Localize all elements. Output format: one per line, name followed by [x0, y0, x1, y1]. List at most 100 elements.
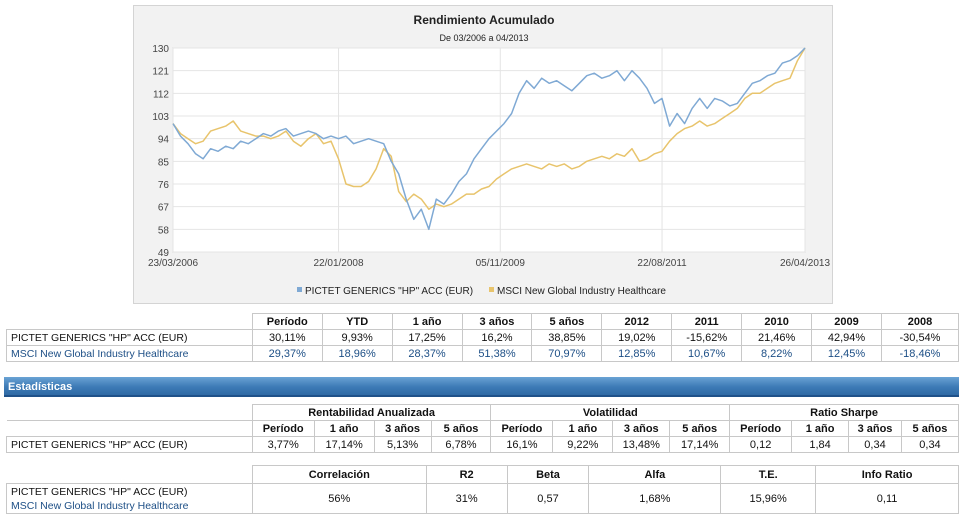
cell: 17,14% [313, 436, 375, 453]
col-2012: 2012 [601, 313, 673, 330]
header-blank [6, 313, 253, 330]
col-2011: 2011 [671, 313, 743, 330]
group-volatilidad: Volatilidad [490, 404, 731, 421]
cell: 0,34 [900, 436, 960, 453]
x-tick-label: 22/01/2008 [313, 258, 363, 269]
series-line-fund[interactable] [172, 47, 806, 231]
subheader: 1 año [313, 420, 375, 437]
cell: 38,85% [531, 329, 603, 346]
stats-group-row: Rentabilidad Anualizada Volatilidad Rati… [6, 404, 959, 421]
correlation-table: Correlación R2 Beta Alfa T.E. Info Ratio… [6, 465, 959, 514]
col-beta: Beta [506, 465, 590, 484]
col-r2: R2 [425, 465, 508, 484]
col-info-ratio: Info Ratio [815, 465, 959, 484]
row-name-fund: PICTET GENERICS "HP" ACC (EUR) [6, 329, 253, 346]
subheader: Período [729, 420, 793, 437]
cell: 28,37% [391, 345, 463, 362]
row-names: PICTET GENERICS "HP" ACC (EUR) MSCI New … [6, 483, 253, 514]
cell: 8,22% [741, 345, 813, 362]
stats-subheader-row: Período 1 año 3 años 5 años Período 1 añ… [6, 420, 960, 437]
cell: 30,11% [251, 329, 323, 346]
cell: 10,67% [671, 345, 743, 362]
col-te: T.E. [720, 465, 817, 484]
header-blank [6, 420, 253, 437]
cell: 9,22% [552, 436, 614, 453]
x-tick-label: 23/03/2006 [148, 258, 198, 269]
cell: 56% [251, 483, 427, 514]
y-tick-label: 58 [158, 225, 170, 236]
cell: 0,12 [729, 436, 793, 453]
stats-table: Rentabilidad Anualizada Volatilidad Rati… [6, 404, 960, 453]
x-tick-label: 05/11/2009 [476, 258, 526, 269]
y-tick-label: 112 [153, 89, 169, 100]
table-row: MSCI New Global Industry Healthcare 29,3… [6, 345, 960, 362]
x-tick-label: 22/08/2011 [637, 258, 687, 269]
cell: 3,77% [251, 436, 315, 453]
subheader: 1 año [552, 420, 614, 437]
cell: 9,93% [321, 329, 393, 346]
cell: 12,85% [601, 345, 673, 362]
y-tick-label: 67 [158, 203, 170, 214]
subheader: Período [490, 420, 554, 437]
cell: 13,48% [612, 436, 671, 453]
cell: 16,2% [461, 329, 533, 346]
header-blank [6, 465, 253, 484]
legend-swatch-index [489, 287, 494, 292]
subheader: Período [251, 420, 315, 437]
row-name-fund: PICTET GENERICS "HP" ACC (EUR) [6, 436, 253, 453]
chart-subtitle: De 03/2006 a 04/2013 [439, 33, 528, 43]
subheader: 3 años [848, 420, 902, 437]
cell: 12,45% [811, 345, 882, 362]
cell: 0,34 [848, 436, 902, 453]
legend-label-fund[interactable]: PICTET GENERICS "HP" ACC (EUR) [305, 286, 473, 297]
returns-header-row: Período YTD 1 año 3 años 5 años 2012 201… [6, 313, 960, 330]
subheader: 5 años [900, 420, 960, 437]
subheader: 5 años [430, 420, 492, 437]
cell: 70,97% [531, 345, 603, 362]
header-blank [6, 404, 253, 421]
col-2010: 2010 [741, 313, 813, 330]
cell: 16,1% [490, 436, 554, 453]
cell: 0,57 [506, 483, 590, 514]
group-rentabilidad: Rentabilidad Anualizada [251, 404, 492, 421]
legend-swatch-fund [297, 287, 302, 292]
group-sharpe: Ratio Sharpe [729, 404, 959, 421]
y-tick-label: 76 [158, 180, 170, 191]
subheader: 3 años [612, 420, 671, 437]
y-tick-label: 85 [158, 157, 170, 168]
cell: 1,68% [588, 483, 722, 514]
legend-label-index[interactable]: MSCI New Global Industry Healthcare [497, 286, 666, 297]
col-periodo: Período [251, 313, 323, 330]
cell: -18,46% [880, 345, 960, 362]
col-2009: 2009 [811, 313, 882, 330]
cell: 15,96% [720, 483, 817, 514]
cell: 51,38% [461, 345, 533, 362]
row-name-fund: PICTET GENERICS "HP" ACC (EUR) [11, 485, 188, 498]
row-name-index: MSCI New Global Industry Healthcare [11, 499, 189, 512]
col-ytd: YTD [321, 313, 393, 330]
subheader: 1 año [791, 420, 850, 437]
subheader: 5 años [669, 420, 731, 437]
cell: 1,84 [791, 436, 850, 453]
col-3y: 3 años [461, 313, 533, 330]
x-tick-label: 26/04/2013 [780, 258, 830, 269]
legend[interactable]: PICTET GENERICS "HP" ACC (EUR) MSCI New … [297, 286, 666, 297]
cell: 0,11 [815, 483, 959, 514]
cell: 29,37% [251, 345, 323, 362]
cell: 42,94% [811, 329, 882, 346]
correlation-header-row: Correlación R2 Beta Alfa T.E. Info Ratio [6, 465, 959, 484]
cell: 17,14% [669, 436, 731, 453]
subheader: 3 años [373, 420, 432, 437]
cell: 17,25% [391, 329, 463, 346]
series-line-index[interactable] [172, 47, 806, 210]
table-row: PICTET GENERICS "HP" ACC (EUR) 3,77% 17,… [6, 436, 960, 453]
y-tick-label: 121 [152, 67, 169, 78]
col-correlacion: Correlación [251, 465, 427, 484]
performance-chart: 49 58 67 76 85 94 103 112 121 130 23/03/2006 22/01… [148, 13, 830, 297]
returns-table: Período YTD 1 año 3 años 5 años 2012 201… [6, 313, 960, 362]
col-5y: 5 años [531, 313, 603, 330]
cell: 19,02% [601, 329, 673, 346]
chart-container: 49 58 67 76 85 94 103 112 121 130 23/03/2006 22/01… [133, 5, 833, 304]
row-name-index: MSCI New Global Industry Healthcare [6, 345, 253, 362]
col-1y: 1 año [391, 313, 463, 330]
